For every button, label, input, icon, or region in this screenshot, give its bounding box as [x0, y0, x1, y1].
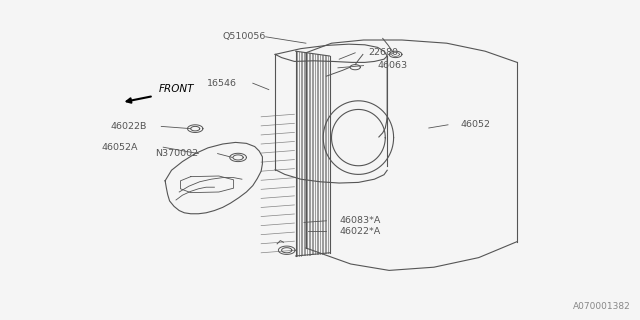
Text: 46083*A: 46083*A: [339, 216, 381, 225]
Text: 46063: 46063: [378, 61, 408, 70]
Text: 46022B: 46022B: [111, 122, 147, 131]
Text: 16546: 16546: [207, 79, 237, 88]
Text: 46052A: 46052A: [101, 143, 138, 152]
Text: 46022*A: 46022*A: [339, 228, 380, 236]
Text: FRONT: FRONT: [159, 84, 194, 94]
Text: N370002: N370002: [156, 149, 198, 158]
Text: 46052: 46052: [461, 120, 491, 129]
Text: Q510056: Q510056: [222, 32, 266, 41]
Text: A070001382: A070001382: [573, 302, 630, 311]
Text: 22680: 22680: [368, 48, 398, 57]
